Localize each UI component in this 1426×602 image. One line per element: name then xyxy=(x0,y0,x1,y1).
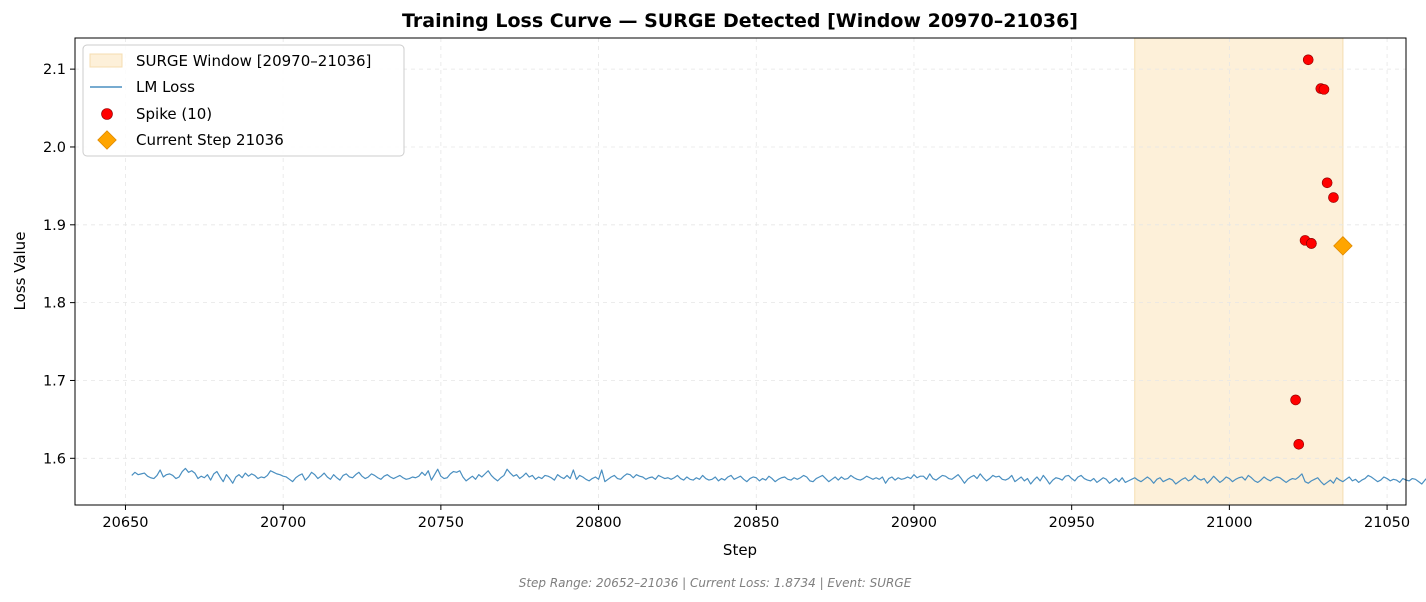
x-axis-label: Step xyxy=(723,541,757,559)
current-step-marker xyxy=(1333,236,1353,256)
x-tick-label: 20700 xyxy=(260,515,306,531)
spike-marker xyxy=(1306,238,1317,249)
spike-marker xyxy=(1302,54,1314,66)
lm-loss-line xyxy=(131,467,1426,486)
y-axis: 1.6 1.7 1.8 1.9 2.0 2.1 xyxy=(43,62,75,467)
legend-box xyxy=(82,44,405,157)
legend: SURGE Window [20970–21036] LM Loss Spike… xyxy=(82,44,405,157)
spike-marker xyxy=(1318,84,1330,95)
legend-current-step-label: Current Step 21036 xyxy=(136,131,284,149)
chart-footer: Step Range: 20652–21036 | Current Loss: … xyxy=(519,576,912,590)
plot-area xyxy=(74,37,1426,506)
legend-surge-window-label: SURGE Window [20970–21036] xyxy=(136,52,371,70)
legend-spike-label: Spike (10) xyxy=(136,105,212,123)
y-tick-label: 2.1 xyxy=(43,62,66,78)
x-tick-label: 20750 xyxy=(418,515,464,531)
legend-surge-window-swatch xyxy=(89,53,123,68)
chart-title: Training Loss Curve — SURGE Detected [Wi… xyxy=(402,10,1078,32)
surge-window-band xyxy=(1134,37,1344,506)
x-tick-label: 20800 xyxy=(575,515,621,531)
x-tick-label: 20650 xyxy=(102,515,148,531)
spike-marker xyxy=(1290,394,1301,406)
x-tick-label: 20950 xyxy=(1049,515,1095,531)
x-tick-label: 20850 xyxy=(733,515,779,531)
y-tick-label: 1.6 xyxy=(43,451,66,467)
plot-frame xyxy=(74,37,1407,506)
y-tick-label: 2.0 xyxy=(43,140,66,156)
spike-marker xyxy=(1321,177,1333,189)
legend-spike-marker xyxy=(101,108,113,120)
x-tick-label: 21000 xyxy=(1206,515,1252,531)
spike-marker xyxy=(1293,438,1305,450)
x-tick-label: 20900 xyxy=(891,515,937,531)
y-tick-label: 1.8 xyxy=(43,296,66,312)
y-axis-label: Loss Value xyxy=(11,232,29,311)
x-axis: 20650 20700 20750 20800 20850 20900 20950 21000… xyxy=(102,505,1410,531)
legend-lm-loss-label: LM Loss xyxy=(136,78,195,96)
legend-current-step-marker xyxy=(97,130,117,150)
y-tick-label: 1.9 xyxy=(43,218,66,234)
x-tick-label: 21050 xyxy=(1364,515,1410,531)
y-tick-label: 1.7 xyxy=(43,373,66,389)
spike-marker xyxy=(1328,192,1339,203)
